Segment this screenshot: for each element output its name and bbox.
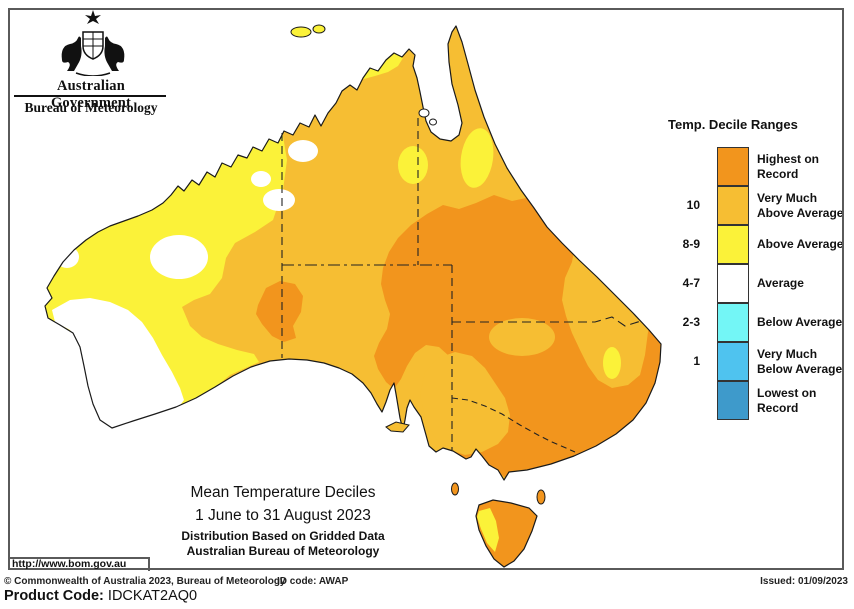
- region-qld-yellow-patch-2: [460, 128, 494, 188]
- island-tiwi-2: [312, 24, 326, 34]
- island-king: [451, 482, 459, 496]
- island-tiwi-1: [290, 26, 312, 38]
- id-code-text: ID code: AWAP: [277, 576, 349, 587]
- legend-swatch-above-average: [717, 225, 749, 264]
- issued-date: Issued: 01/09/2023: [760, 576, 848, 587]
- crest-scroll-icon: [75, 72, 111, 76]
- region-nt-average-patch-1: [288, 140, 318, 162]
- legend-label-above-average: Above Average: [757, 237, 844, 251]
- region-southwest-wa-average: [52, 298, 184, 430]
- legend-label-very-much-below: Very Much Below Average: [757, 346, 843, 376]
- government-title: Australian Government: [50, 78, 132, 111]
- url-box: [8, 557, 150, 571]
- region-qld-yellow-patch-1: [398, 146, 428, 184]
- legend-decile-4-7: 4-7: [682, 276, 700, 290]
- legend-label-highest-on-record: Highest on Record: [757, 151, 819, 181]
- legend-label-average: Average: [757, 276, 804, 290]
- island-gulf-1: [418, 108, 430, 118]
- island-gulf-2: [429, 118, 437, 126]
- region-central-nsw-amber: [489, 318, 555, 356]
- legend-decile-1: 1: [693, 354, 700, 368]
- legend-decile-8-9: 8-9: [682, 237, 700, 251]
- coat-of-arms: [61, 10, 125, 76]
- legend-label-below-average: Below Average: [757, 315, 843, 329]
- bureau-title: Bureau of Meteorology: [24, 100, 158, 115]
- region-nt-average-patch-2: [263, 189, 295, 211]
- legend-title: Temp. Decile Ranges: [668, 117, 798, 132]
- legend-swatch-below-average: [717, 303, 749, 342]
- legend-decile-10: 10: [686, 198, 700, 212]
- map-title: Mean Temperature Deciles: [190, 484, 376, 501]
- legend-decile-2-3: 2-3: [682, 315, 700, 329]
- border-qld-nsw: [452, 316, 642, 327]
- product-code-line: Product Code: IDCKAT2AQ0: [4, 588, 197, 604]
- legend-swatch-lowest-on-record: [717, 381, 749, 420]
- region-west-nsw-amber: [420, 352, 510, 455]
- legend-swatch-average: [717, 264, 749, 303]
- region-nt-average-patch-3: [251, 171, 271, 187]
- island-kangaroo: [385, 421, 410, 433]
- product-code-value: IDCKAT2AQ0: [107, 588, 198, 604]
- legend-label-very-much-above: Very Much Above Average: [757, 190, 844, 220]
- legend-label-lowest-on-record: Lowest on Record: [757, 385, 817, 415]
- region-bight-highest-on-record: [256, 281, 303, 342]
- state-borders: [281, 118, 642, 453]
- islands: [290, 24, 546, 505]
- map-subtitle-2: Australian Bureau of Meteorology: [186, 544, 380, 558]
- map-frame: [8, 8, 844, 570]
- bom-url: http://www.bom.gov.au: [12, 558, 127, 570]
- crest-star-icon: [85, 10, 101, 24]
- tasmania-west-yellow: [477, 508, 499, 552]
- legend-swatch-very-much-below: [717, 342, 749, 381]
- region-nsw-coast-yellow-spot: [603, 347, 621, 379]
- border-nsw-vic: [451, 397, 576, 453]
- copyright-text: © Commonwealth of Australia 2023, Bureau…: [4, 576, 286, 587]
- legend-swatch-very-much-above: [717, 186, 749, 225]
- product-code-label: Product Code:: [4, 588, 104, 604]
- map-subtitle-1: Distribution Based on Gridded Data: [181, 529, 385, 543]
- map-period: 1 June to 31 August 2023: [195, 507, 371, 524]
- government-rule: [14, 95, 166, 97]
- region-wa-average-patch: [150, 235, 208, 279]
- island-flinders: [536, 489, 546, 505]
- crest-kangaroo-icon: [61, 36, 82, 71]
- crest-emu-icon: [104, 36, 125, 71]
- legend-swatch-highest-on-record: [717, 147, 749, 186]
- coastline: [44, 25, 662, 481]
